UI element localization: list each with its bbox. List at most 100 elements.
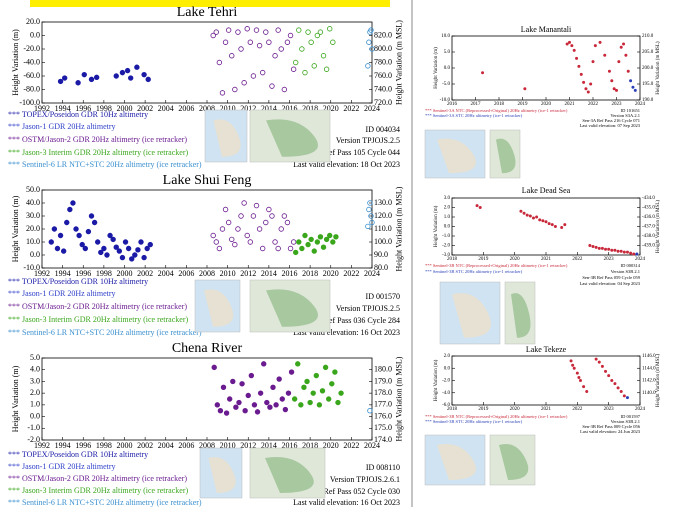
data-point	[76, 80, 81, 85]
y2-tick-label: 190.0	[642, 98, 654, 103]
data-point	[120, 70, 125, 75]
data-point	[227, 397, 232, 402]
y2-tick-label: 1140.0	[642, 391, 656, 396]
legend-entry: *** TOPEX/Poseidon GDR 10Hz altimetry	[8, 277, 148, 286]
x-tick-label: 2004	[158, 104, 174, 113]
data-point	[237, 400, 242, 405]
data-point	[579, 379, 581, 381]
data-point	[64, 220, 69, 225]
x-tick-label: 2020	[541, 102, 552, 107]
data-point	[539, 219, 541, 221]
data-point	[280, 397, 285, 402]
data-point	[323, 365, 328, 370]
x-tick-label: 2023	[612, 102, 623, 107]
x-tick-label: 2018	[302, 269, 318, 278]
data-point	[578, 65, 580, 67]
data-point	[604, 370, 606, 372]
data-point	[89, 214, 94, 219]
data-point	[249, 373, 254, 378]
data-point	[587, 91, 589, 93]
chart-title: Lake Manantali	[521, 25, 572, 34]
data-point	[320, 389, 325, 394]
data-point	[49, 240, 54, 245]
chart-title: Lake Tehri	[177, 5, 238, 20]
data-point	[523, 212, 525, 214]
data-point	[295, 362, 300, 367]
data-point	[77, 233, 82, 238]
data-point	[308, 400, 313, 405]
x-tick-label: 2006	[178, 269, 194, 278]
data-point	[479, 206, 481, 208]
chart-title: Lake Dead Sea	[522, 186, 571, 195]
x-tick-label: 2022	[343, 269, 359, 278]
data-point	[55, 246, 60, 251]
info-text: Version TPJOJS.2.5	[336, 304, 400, 313]
data-point	[133, 253, 138, 258]
data-point	[125, 68, 130, 73]
y2-tick-label: 178.0	[374, 388, 392, 397]
data-point	[246, 393, 251, 398]
data-point	[268, 405, 273, 410]
data-point	[608, 70, 610, 72]
y2-tick-label: -436.0	[642, 215, 655, 220]
data-point	[570, 360, 572, 362]
x-tick-label: 2016	[282, 269, 298, 278]
y-tick-label: 2.0	[444, 206, 451, 211]
data-point	[626, 251, 628, 253]
y2-tick-label: 175.0	[374, 423, 392, 432]
data-point	[265, 400, 270, 405]
y2-axis-label: Height Variation (m MSL)	[394, 20, 403, 105]
data-point	[215, 403, 220, 408]
data-point	[212, 365, 217, 370]
data-point	[271, 385, 276, 390]
y2-tick-label: 110.0	[374, 224, 392, 233]
data-point	[111, 237, 116, 242]
x-tick-label: 2020	[510, 257, 521, 262]
data-point	[561, 226, 563, 228]
y2-tick-label: 205.0	[642, 50, 654, 55]
data-point	[102, 246, 107, 251]
y2-tick-label: 1142.0	[642, 379, 656, 384]
y-tick-label: 20.0	[26, 224, 40, 233]
y-tick-label: -2.0	[442, 379, 450, 384]
legend-entry: *** Jason-1 GDR 20Hz altimetry	[8, 122, 116, 131]
data-point	[136, 248, 141, 253]
chart-title: Lake Tekeze	[526, 345, 567, 354]
data-point	[305, 379, 310, 384]
data-point	[306, 242, 311, 247]
legend-entry: *** Jason-1 GDR 20Hz altimetry	[8, 289, 116, 298]
data-point	[224, 411, 229, 416]
legend-entry: *** Jason-3 Interim GDR 20Hz altimetry (…	[8, 486, 188, 495]
y2-tick-label: 179.0	[374, 376, 392, 385]
data-point	[261, 362, 266, 367]
data-point	[632, 86, 634, 88]
info-text: Version TPJOJS.2.5	[336, 136, 400, 145]
y2-tick-label: 130.0	[374, 198, 392, 207]
data-point	[62, 76, 67, 81]
data-point	[611, 80, 613, 82]
info-text: ID 008110	[366, 463, 400, 472]
data-point	[221, 385, 226, 390]
y-tick-label: 1.0	[30, 400, 40, 409]
data-point	[331, 240, 336, 245]
data-point	[324, 237, 329, 242]
data-point	[258, 391, 263, 396]
info-text: Last valid elevation: 16 Oct 2023	[293, 498, 400, 507]
data-point	[598, 247, 600, 249]
data-point	[623, 251, 625, 253]
y-tick-label: 0.0	[30, 250, 40, 259]
data-point	[524, 88, 526, 90]
x-tick-label: 2019	[478, 407, 489, 412]
data-point	[578, 376, 580, 378]
data-point	[476, 205, 478, 207]
data-point	[52, 227, 57, 232]
x-tick-label: 2004	[158, 269, 174, 278]
data-point	[71, 201, 76, 206]
y-tick-label: 0.0	[444, 225, 451, 230]
data-point	[634, 89, 636, 91]
y-tick-label: 10.0	[26, 237, 40, 246]
data-point	[117, 249, 122, 254]
legend-entry: *** Sentinel-3A STC 20Hz altimetry (ice-…	[425, 113, 523, 118]
data-point	[620, 390, 622, 392]
data-point	[300, 246, 305, 251]
